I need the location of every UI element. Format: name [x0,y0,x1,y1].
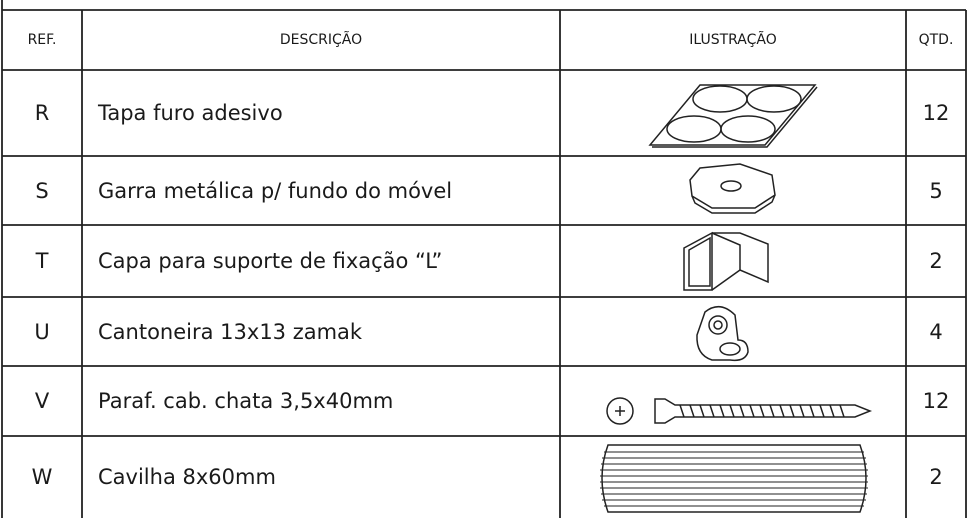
description-cell: Paraf. cab. chata 3,5x40mm [98,389,394,413]
ref-cell: U [34,319,50,344]
quantity-cell: 5 [929,178,943,203]
header-cell: DESCRIÇÃO [279,32,363,48]
ref-cell: R [34,101,50,125]
ref-cell: T [35,249,49,273]
description-cell: Tapa furo adesivo [98,101,283,125]
illustration-t [683,231,769,291]
quantity-cell: 4 [929,319,943,344]
ref-cell: S [35,178,49,203]
quantity-cell: 12 [922,389,950,413]
illustration-r [648,84,818,148]
illustration-u [696,306,749,362]
quantity-cell: 2 [929,465,943,489]
header-cell: REF. [27,32,57,48]
quantity-cell: 12 [922,101,950,125]
header-cell: ILUSTRAÇÃO [689,32,777,48]
illustration-s [689,163,776,214]
description-cell: Garra metálica p/ fundo do móvel [98,178,453,203]
ref-cell: W [31,465,53,489]
illustration-w [600,444,868,513]
illustration-v [606,397,873,425]
description-cell: Cantoneira 13x13 zamak [98,319,363,344]
quantity-cell: 2 [929,249,943,273]
ref-cell: V [34,389,50,413]
description-cell: Cavilha 8x60mm [98,465,276,489]
description-cell: Capa para suporte de fixação “L” [98,249,443,273]
header-cell: QTD. [918,32,954,48]
